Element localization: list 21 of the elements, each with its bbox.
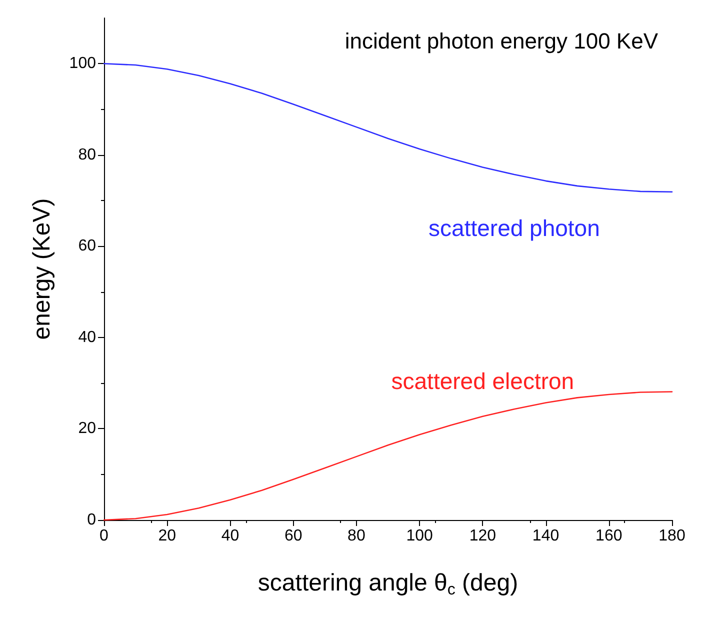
y-tick-label: 20	[78, 420, 96, 438]
x-tick-label: 0	[100, 528, 109, 544]
x-tick-label: 120	[469, 528, 496, 544]
x-tick-label: 160	[596, 528, 622, 544]
x-tick-label: 100	[406, 528, 433, 544]
x-tick-label: 80	[348, 528, 366, 544]
series-label: scattered electron	[391, 368, 574, 394]
x-tick-label: 40	[221, 528, 240, 544]
line-series	[103, 62, 673, 193]
y-axis-title: energy (KeV)	[28, 198, 56, 340]
y-tick-label: 40	[78, 328, 96, 346]
x-tick-label: 140	[532, 528, 560, 544]
y-tick-label: 60	[78, 238, 96, 255]
x-tick-label: 60	[284, 528, 302, 544]
y-tick-label: 80	[78, 146, 96, 164]
annotation: incident photon energy 100 KeV	[344, 28, 658, 54]
series-label: scattered photon	[428, 215, 600, 242]
y-tick-label: 0	[87, 512, 96, 528]
y-tick-label: 100	[69, 55, 96, 72]
x-tick-label: 20	[158, 528, 176, 544]
x-tick-label: 180	[658, 528, 686, 544]
